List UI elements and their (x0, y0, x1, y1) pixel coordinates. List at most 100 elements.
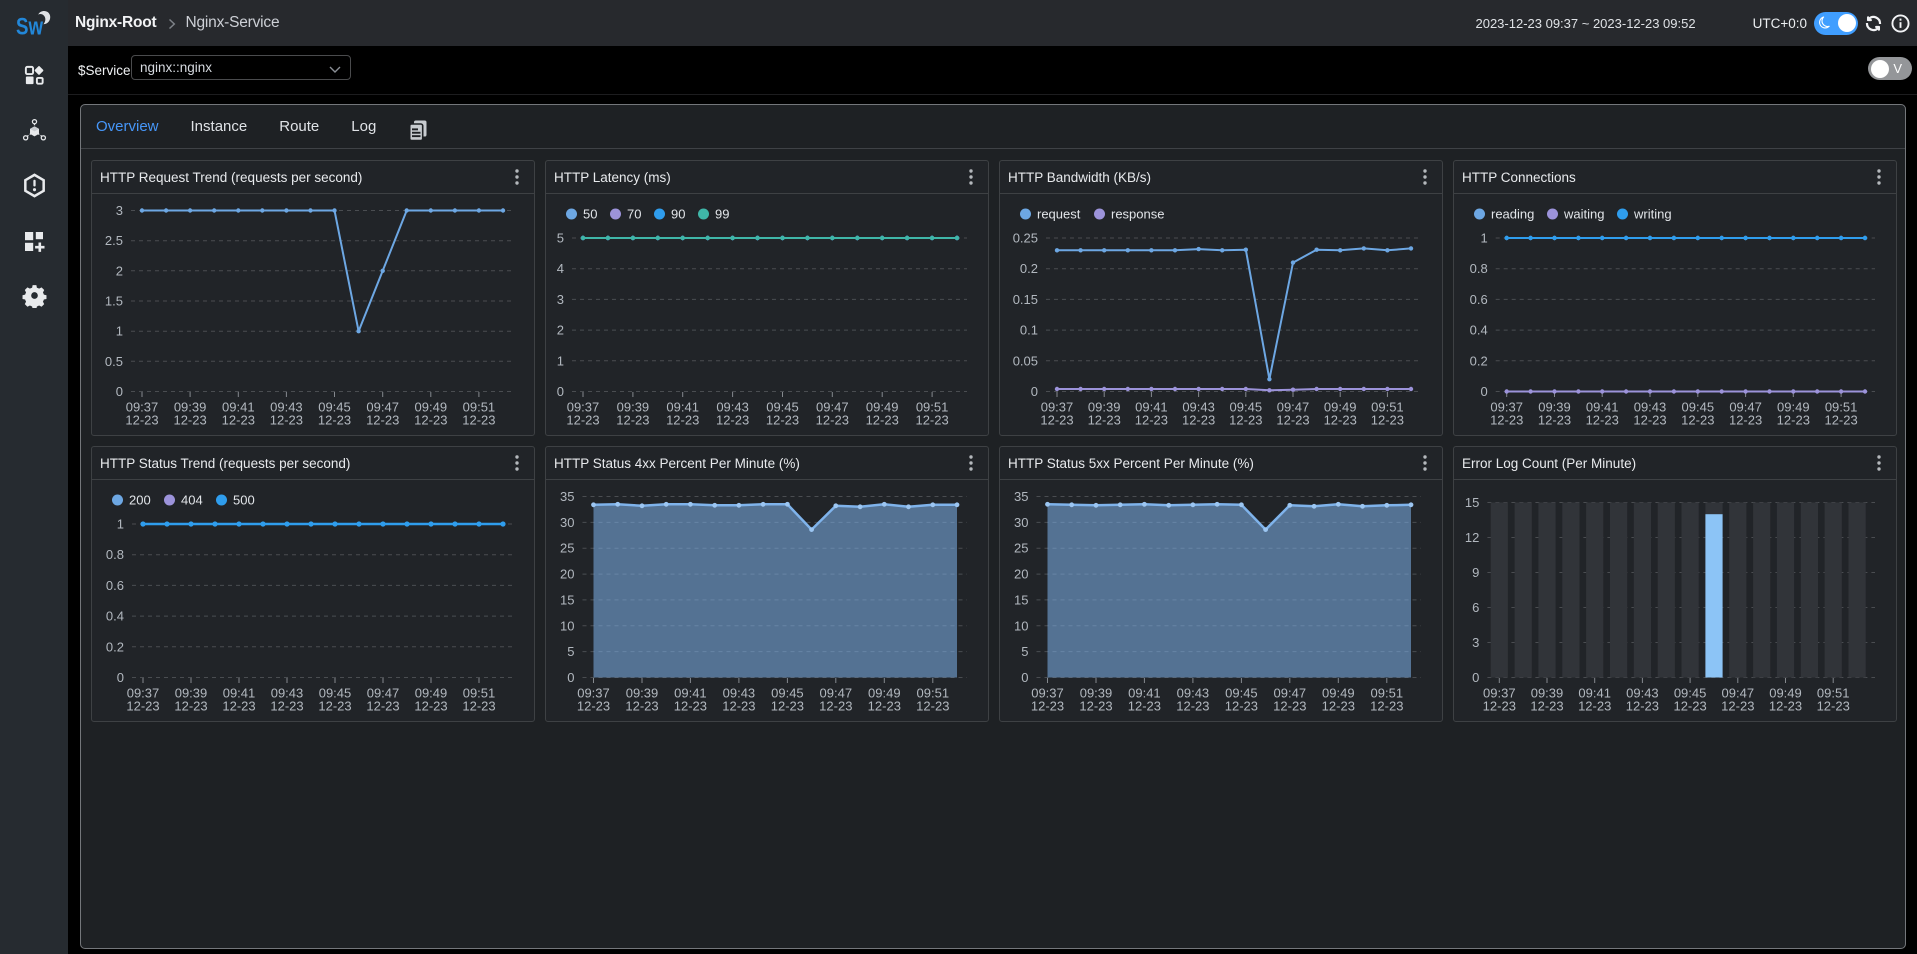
svg-text:0: 0 (1480, 384, 1487, 399)
svg-text:12-23: 12-23 (1176, 699, 1209, 714)
svg-text:12-23: 12-23 (1031, 699, 1064, 714)
svg-text:12-23: 12-23 (270, 413, 303, 428)
svg-text:10: 10 (560, 618, 574, 633)
svg-text:12-23: 12-23 (173, 413, 206, 428)
svg-text:09:47: 09:47 (1722, 686, 1755, 701)
svg-text:12-23: 12-23 (366, 413, 399, 428)
svg-text:09:51: 09:51 (463, 400, 496, 415)
svg-text:09:49: 09:49 (1324, 400, 1357, 415)
svg-text:6: 6 (1472, 600, 1479, 615)
svg-text:12-23: 12-23 (1824, 413, 1857, 428)
svg-text:5: 5 (557, 231, 564, 246)
svg-text:0.4: 0.4 (1470, 323, 1488, 338)
svg-text:09:47: 09:47 (1729, 400, 1762, 415)
svg-text:0.05: 0.05 (1013, 353, 1038, 368)
svg-text:12-23: 12-23 (1578, 699, 1611, 714)
svg-text:12-23: 12-23 (1721, 699, 1754, 714)
svg-text:9: 9 (1472, 565, 1479, 580)
svg-text:12-23: 12-23 (1777, 413, 1810, 428)
svg-text:12-23: 12-23 (1128, 699, 1161, 714)
svg-text:09:43: 09:43 (1177, 686, 1210, 701)
svg-text:09:39: 09:39 (617, 400, 650, 415)
svg-text:30: 30 (1014, 515, 1028, 530)
svg-text:12-23: 12-23 (1040, 413, 1073, 428)
svg-text:09:37: 09:37 (126, 400, 159, 415)
svg-text:09:41: 09:41 (1586, 400, 1619, 415)
svg-text:waiting: waiting (1563, 207, 1604, 222)
svg-text:0.25: 0.25 (1013, 231, 1038, 246)
svg-text:12-23: 12-23 (1273, 699, 1306, 714)
svg-text:09:45: 09:45 (1225, 686, 1258, 701)
svg-text:1.5: 1.5 (105, 294, 123, 309)
svg-text:12-23: 12-23 (819, 699, 852, 714)
svg-text:12-23: 12-23 (1633, 413, 1666, 428)
svg-text:09:43: 09:43 (716, 400, 749, 415)
svg-text:12-23: 12-23 (1370, 699, 1403, 714)
svg-text:12-23: 12-23 (462, 699, 495, 714)
svg-text:12-23: 12-23 (577, 699, 610, 714)
svg-text:09:51: 09:51 (463, 686, 496, 701)
svg-text:0: 0 (557, 384, 564, 399)
svg-text:Sw: Sw (16, 14, 44, 41)
svg-text:request: request (1037, 207, 1081, 222)
svg-text:1: 1 (1480, 231, 1487, 246)
svg-text:3: 3 (557, 292, 564, 307)
svg-text:09:51: 09:51 (1371, 686, 1404, 701)
svg-text:20: 20 (1014, 567, 1028, 582)
svg-text:09:41: 09:41 (1135, 400, 1168, 415)
svg-text:99: 99 (715, 207, 729, 222)
svg-text:12-23: 12-23 (125, 413, 158, 428)
svg-text:09:45: 09:45 (766, 400, 799, 415)
svg-text:12-23: 12-23 (270, 699, 303, 714)
svg-text:09:43: 09:43 (1634, 400, 1667, 415)
svg-text:09:51: 09:51 (916, 400, 949, 415)
svg-text:404: 404 (181, 493, 203, 508)
svg-text:0.1: 0.1 (1020, 323, 1038, 338)
svg-text:09:45: 09:45 (318, 400, 351, 415)
svg-text:09:51: 09:51 (1825, 400, 1858, 415)
svg-text:12-23: 12-23 (222, 699, 255, 714)
svg-text:12-23: 12-23 (366, 699, 399, 714)
svg-text:09:47: 09:47 (816, 400, 849, 415)
svg-text:12-23: 12-23 (1769, 699, 1802, 714)
svg-text:09:39: 09:39 (1531, 686, 1564, 701)
svg-text:12-23: 12-23 (1324, 413, 1357, 428)
svg-text:12-23: 12-23 (666, 413, 699, 428)
svg-text:09:45: 09:45 (1674, 686, 1707, 701)
svg-text:09:47: 09:47 (1277, 400, 1310, 415)
svg-text:09:47: 09:47 (366, 400, 399, 415)
svg-text:12-23: 12-23 (866, 413, 899, 428)
svg-text:12-23: 12-23 (625, 699, 658, 714)
svg-text:09:47: 09:47 (820, 686, 853, 701)
svg-text:12-23: 12-23 (1229, 413, 1262, 428)
svg-text:20: 20 (560, 567, 574, 582)
svg-text:15: 15 (560, 592, 574, 607)
svg-text:30: 30 (560, 515, 574, 530)
svg-text:09:39: 09:39 (626, 686, 659, 701)
svg-text:09:45: 09:45 (1230, 400, 1263, 415)
svg-text:12-23: 12-23 (1681, 413, 1714, 428)
svg-text:12-23: 12-23 (1729, 413, 1762, 428)
svg-text:1: 1 (117, 517, 124, 532)
svg-text:12-23: 12-23 (1371, 413, 1404, 428)
svg-text:09:39: 09:39 (1080, 686, 1113, 701)
svg-text:0.6: 0.6 (1470, 292, 1488, 307)
svg-text:09:41: 09:41 (666, 400, 699, 415)
svg-text:0: 0 (1021, 670, 1028, 685)
svg-text:12-23: 12-23 (1490, 413, 1523, 428)
svg-text:12-23: 12-23 (674, 699, 707, 714)
svg-text:0: 0 (1031, 384, 1038, 399)
svg-text:10: 10 (1014, 618, 1028, 633)
svg-text:90: 90 (671, 207, 685, 222)
svg-text:12-23: 12-23 (1586, 413, 1619, 428)
svg-text:0: 0 (567, 670, 574, 685)
svg-text:09:39: 09:39 (1538, 400, 1571, 415)
svg-text:12-23: 12-23 (1225, 699, 1258, 714)
svg-text:50: 50 (583, 207, 597, 222)
svg-text:0: 0 (117, 670, 124, 685)
svg-text:12-23: 12-23 (616, 413, 649, 428)
svg-text:12-23: 12-23 (1817, 699, 1850, 714)
svg-text:09:41: 09:41 (674, 686, 707, 701)
svg-text:09:49: 09:49 (1777, 400, 1810, 415)
svg-text:12-23: 12-23 (1530, 699, 1563, 714)
